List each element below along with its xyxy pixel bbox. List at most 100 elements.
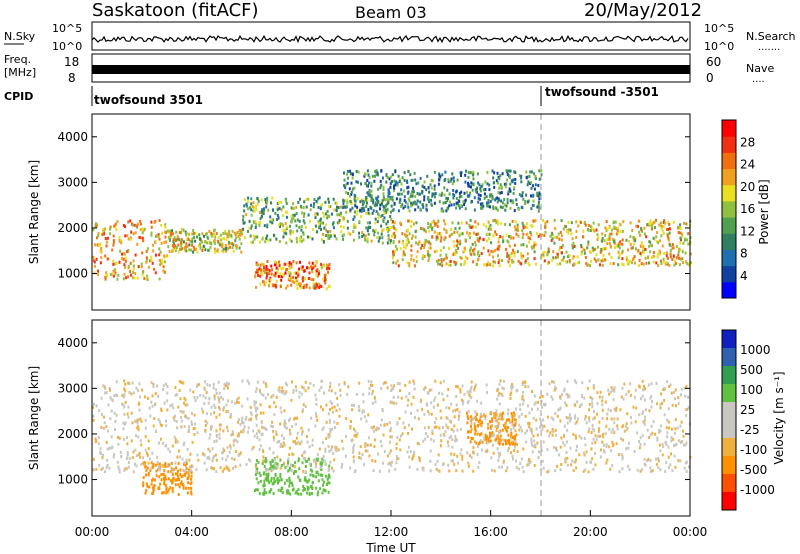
scatter-cell (505, 233, 508, 237)
scatter-cell (307, 487, 309, 491)
scatter-cell (447, 388, 450, 391)
scatter-cell (679, 223, 682, 227)
scatter-cell (616, 417, 619, 421)
scatter-cell (324, 281, 327, 285)
scatter-cell (434, 222, 436, 225)
scatter-cell (266, 392, 269, 396)
scatter-cell (460, 256, 463, 260)
scatter-cell (515, 198, 518, 202)
scatter-cell (678, 256, 680, 260)
scatter-cell (314, 216, 317, 220)
scatter-cell (527, 180, 530, 184)
scatter-cell (206, 456, 209, 460)
scatter-cell (249, 459, 252, 463)
scatter-cell (187, 237, 190, 241)
scatter-cell (158, 259, 161, 262)
scatter-cell (402, 252, 405, 256)
scatter-cell (383, 205, 386, 209)
scatter-cell (151, 479, 154, 482)
scatter-cell (679, 424, 682, 428)
scatter-cell (680, 420, 683, 424)
scatter-cell (254, 271, 257, 275)
scatter-cell (286, 464, 289, 468)
scatter-cell (235, 400, 238, 404)
scatter-cell (289, 492, 292, 496)
scatter-cell (435, 235, 438, 239)
scatter-cell (499, 205, 502, 209)
scatter-cell (530, 186, 533, 190)
scatter-cell (467, 233, 470, 237)
scatter-cell (509, 421, 511, 425)
scatter-cell (256, 407, 259, 411)
scatter-cell (646, 459, 649, 463)
scatter-cell (271, 425, 274, 429)
scatter-cell (397, 174, 400, 178)
colorbar-cell (722, 200, 736, 218)
scatter-cell (404, 246, 407, 250)
scatter-cell (663, 387, 666, 391)
scatter-cell (210, 425, 213, 429)
scatter-cell (601, 239, 603, 243)
scatter-cell (429, 223, 432, 227)
scatter-cell (674, 418, 677, 422)
scatter-cell (380, 444, 383, 448)
scatter-cell (218, 391, 221, 395)
scatter-cell (458, 414, 460, 418)
scatter-cell (398, 180, 401, 183)
scatter-cell (539, 233, 542, 237)
scatter-cell (112, 234, 115, 238)
scatter-cell (512, 248, 514, 252)
scatter-cell (352, 455, 355, 459)
scatter-cell (591, 246, 594, 250)
scatter-cell (477, 252, 479, 255)
scatter-cell (286, 225, 289, 229)
scatter-cell (171, 489, 174, 493)
scatter-cell (651, 224, 654, 228)
scatter-cell (634, 237, 637, 241)
scatter-cell (498, 198, 501, 202)
scatter-cell (264, 240, 267, 244)
scatter-cell (470, 428, 473, 432)
scatter-cell (389, 400, 392, 404)
nave-label: Nave (746, 62, 774, 75)
scatter-cell (127, 415, 130, 419)
scatter-cell (651, 400, 653, 403)
scatter-cell (469, 415, 472, 419)
scatter-cell (452, 240, 455, 244)
scatter-cell (145, 249, 148, 253)
scatter-cell (409, 173, 412, 177)
scatter-cell (315, 402, 318, 406)
scatter-cell (287, 418, 290, 422)
scatter-cell (311, 261, 314, 265)
scatter-cell (154, 392, 157, 396)
scatter-cell (269, 238, 272, 242)
scatter-cell (334, 391, 337, 395)
scatter-cell (328, 215, 331, 218)
scatter-cell (575, 448, 578, 452)
scatter-cell (515, 433, 518, 437)
scatter-cell (445, 209, 448, 213)
scatter-cell (333, 458, 336, 462)
scatter-cell (589, 225, 592, 229)
scatter-cell (558, 407, 561, 411)
colorbar-cell (722, 136, 736, 153)
scatter-cell (139, 417, 142, 421)
scatter-cell (674, 431, 676, 435)
scatter-cell (332, 221, 335, 225)
scatter-cell (390, 463, 393, 467)
scatter-cell (255, 400, 257, 404)
scatter-cell (377, 213, 380, 217)
scatter-cell (292, 213, 295, 217)
scatter-cell (377, 216, 380, 220)
scatter-cell (421, 184, 424, 188)
scatter-cell (241, 419, 243, 423)
scatter-cell (297, 457, 300, 461)
scatter-cell (380, 169, 383, 173)
scatter-cell (373, 445, 376, 448)
scatter-cell (423, 185, 426, 189)
scatter-cell (427, 391, 430, 395)
scatter-cell (255, 263, 258, 267)
scatter-cell (237, 454, 240, 457)
scatter-cell (392, 395, 395, 399)
scatter-cell (336, 403, 339, 407)
